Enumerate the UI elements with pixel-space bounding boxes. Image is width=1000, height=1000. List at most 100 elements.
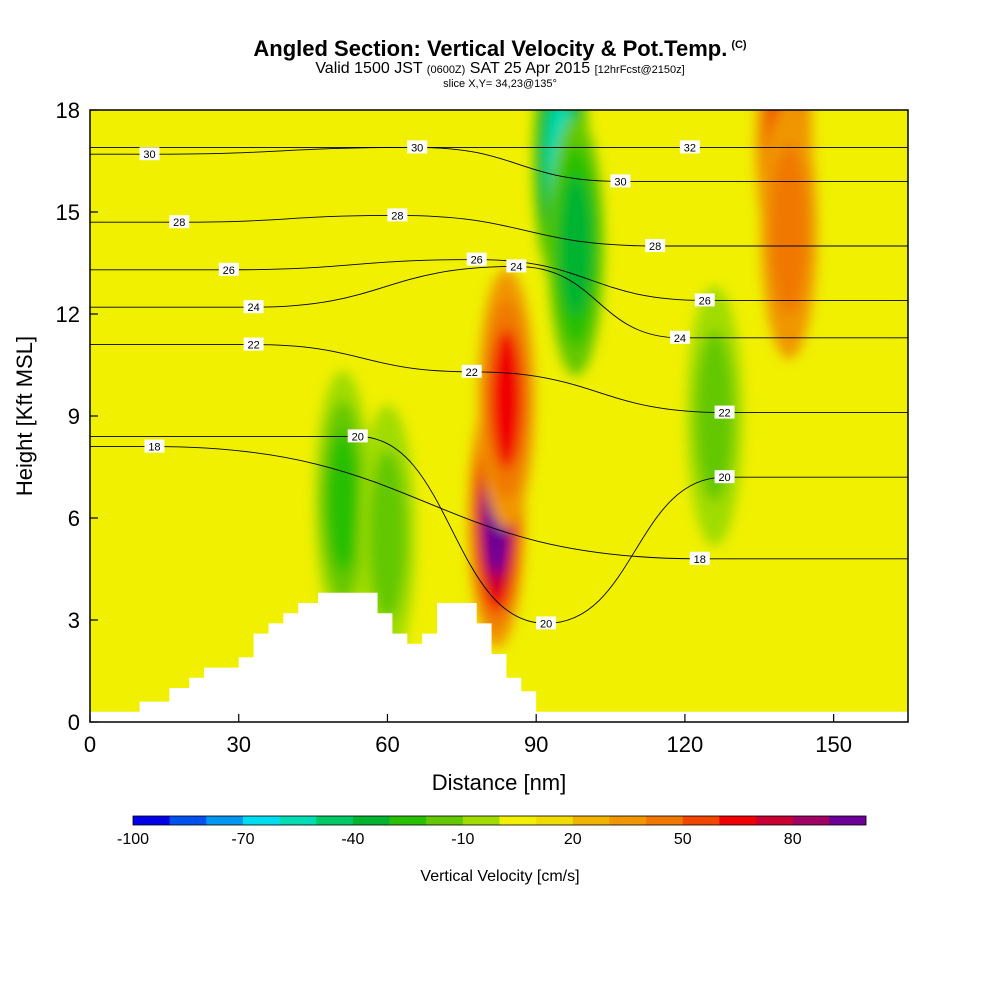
colorbar-swatch bbox=[389, 816, 427, 825]
contour-label-text: 22 bbox=[466, 367, 478, 379]
x-tick-label: 0 bbox=[84, 732, 96, 757]
contour-label: 24 bbox=[243, 300, 264, 314]
contour-label: 24 bbox=[506, 259, 527, 273]
chart-title-text: Angled Section: Vertical Velocity & Pot.… bbox=[253, 36, 728, 61]
x-tick-label: 120 bbox=[667, 732, 704, 757]
colorbar-tick-label: -100 bbox=[117, 831, 149, 848]
contour-label-text: 22 bbox=[718, 408, 730, 420]
contour-label-text: 22 bbox=[247, 340, 259, 352]
colorbar-tick-label: 80 bbox=[784, 831, 802, 848]
colorbar-swatch bbox=[426, 816, 464, 825]
colorbar-swatch bbox=[719, 816, 757, 825]
contour-label: 30 bbox=[139, 147, 160, 161]
x-tick-label: 60 bbox=[375, 732, 399, 757]
velocity-feature bbox=[368, 450, 407, 620]
velocity-feature bbox=[326, 431, 359, 571]
colorbar-swatch bbox=[462, 816, 500, 825]
colorbar-swatch bbox=[499, 816, 537, 825]
contour-label: 30 bbox=[407, 140, 428, 154]
valid-time: Valid 1500 JST bbox=[315, 60, 423, 77]
colorbar-tick-label: 20 bbox=[564, 831, 582, 848]
chart-title: Angled Section: Vertical Velocity & Pot.… bbox=[0, 36, 1000, 62]
colorbar-swatch bbox=[536, 816, 574, 825]
contour-label: 32 bbox=[679, 140, 700, 154]
contour-label-text: 24 bbox=[674, 333, 686, 345]
contour-label-text: 24 bbox=[247, 302, 259, 314]
contour-label-text: 18 bbox=[148, 442, 160, 454]
colorbar-tick-label: -40 bbox=[341, 831, 364, 848]
contour-label-text: 30 bbox=[143, 149, 155, 161]
x-tick-label: 30 bbox=[226, 732, 250, 757]
contour-label: 18 bbox=[144, 439, 165, 454]
colorbar-swatch bbox=[682, 816, 720, 825]
colorbar: -100 -70 -40 -10 20 50 80 bbox=[117, 815, 867, 848]
isentrope-22 bbox=[90, 344, 908, 414]
contour-label-text: 26 bbox=[699, 295, 711, 307]
contour-label: 22 bbox=[243, 337, 264, 352]
colorbar-swatch bbox=[646, 816, 684, 825]
colorbar-swatch bbox=[242, 816, 280, 825]
velocity-feature bbox=[770, 144, 809, 314]
colorbar-label: Vertical Velocity [cm/s] bbox=[420, 868, 579, 885]
contour-label: 24 bbox=[669, 330, 690, 345]
colorbar-swatch bbox=[609, 816, 647, 825]
contour-label-text: 26 bbox=[223, 265, 235, 277]
colorbar-swatch bbox=[829, 816, 867, 825]
colorbar-tick-label: -70 bbox=[231, 831, 254, 848]
contour-label: 22 bbox=[714, 405, 735, 420]
y-tick-label: 6 bbox=[68, 506, 80, 531]
valid-date: SAT 25 Apr 2015 bbox=[469, 60, 591, 77]
x-tick-label: 150 bbox=[815, 732, 852, 757]
y-tick-label: 9 bbox=[68, 404, 80, 429]
y-tick-label: 15 bbox=[56, 200, 80, 225]
colorbar-swatch bbox=[572, 816, 610, 825]
isentrope-20 bbox=[90, 435, 908, 624]
contour-label-text: 18 bbox=[694, 554, 706, 566]
contour-labels: 30 30 32 30 28 28 28 26 26 26 24 24 24 22 22 22 20 20 20 18… bbox=[139, 140, 735, 630]
forecast-run: [12hrFcst@2150z] bbox=[594, 64, 685, 76]
valid-time-line: Valid 1500 JST (0600Z) SAT 25 Apr 2015 [… bbox=[0, 60, 1000, 78]
contour-label: 28 bbox=[169, 215, 190, 229]
y-tick-label: 18 bbox=[56, 98, 80, 123]
contour-label-text: 20 bbox=[352, 431, 364, 443]
colorbar-swatch bbox=[279, 816, 317, 825]
velocity-feature bbox=[490, 329, 523, 469]
x-tick-label: 90 bbox=[524, 732, 548, 757]
y-tick-label: 0 bbox=[68, 710, 80, 735]
contour-label-text: 30 bbox=[614, 176, 626, 188]
y-tick-label: 3 bbox=[68, 608, 80, 633]
y-axis: 0 3 6 9 12 15 18 bbox=[56, 98, 98, 735]
contour-label: 18 bbox=[689, 551, 710, 566]
contour-label-text: 32 bbox=[684, 142, 696, 154]
contour-label-text: 20 bbox=[540, 618, 552, 630]
contour-label-text: 28 bbox=[391, 210, 403, 222]
contour-label: 26 bbox=[218, 262, 239, 277]
contour-label: 28 bbox=[645, 239, 666, 253]
contour-label: 20 bbox=[347, 429, 368, 443]
valid-utc: (0600Z) bbox=[426, 64, 466, 76]
y-tick-label: 12 bbox=[56, 302, 80, 327]
contour-label: 30 bbox=[610, 174, 631, 188]
contour-label-text: 28 bbox=[173, 217, 185, 229]
contour-label: 20 bbox=[714, 470, 735, 484]
contour-label-text: 20 bbox=[718, 472, 730, 484]
colorbar-swatch bbox=[133, 816, 170, 825]
contour-label-text: 28 bbox=[649, 241, 661, 253]
colorbar-frame bbox=[132, 815, 867, 826]
contour-label: 26 bbox=[694, 293, 715, 307]
contour-label-text: 26 bbox=[471, 255, 483, 267]
terrain bbox=[90, 592, 908, 722]
colorbar-swatch bbox=[352, 816, 390, 825]
chart-title-unit: (C) bbox=[731, 38, 747, 51]
contour-label-text: 24 bbox=[510, 261, 522, 273]
colorbar-swatch bbox=[206, 816, 244, 825]
contour-label: 28 bbox=[387, 208, 408, 222]
x-axis-label: Distance [nm] bbox=[432, 770, 567, 795]
colorbar-swatch bbox=[792, 816, 830, 825]
contour-label: 22 bbox=[461, 364, 482, 379]
colorbar-swatch bbox=[316, 816, 354, 825]
contour-label-text: 30 bbox=[411, 142, 423, 154]
x-axis: 0 30 60 90 120 150 bbox=[84, 714, 852, 757]
y-axis-label: Height [Kft MSL] bbox=[12, 336, 37, 496]
